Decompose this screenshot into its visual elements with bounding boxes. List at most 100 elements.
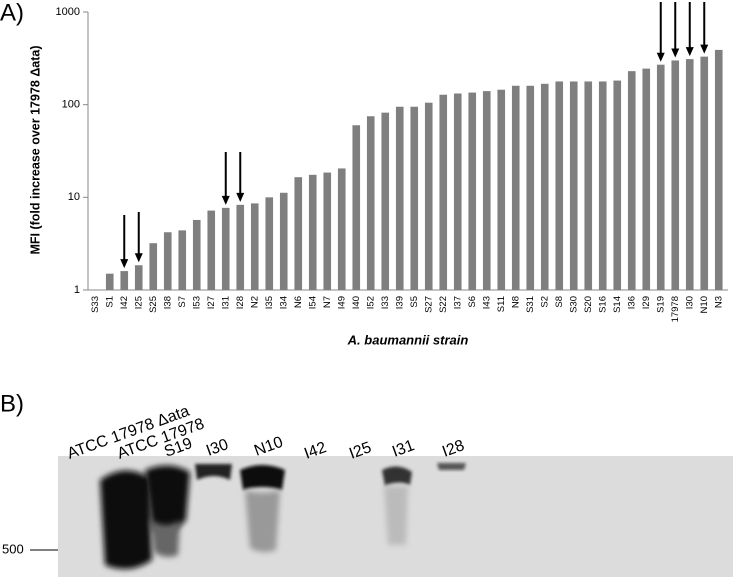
x-tick-label: I27 <box>206 296 217 309</box>
bar <box>250 203 259 290</box>
bar <box>540 83 549 290</box>
x-tick-label: S11 <box>496 296 507 312</box>
x-tick-label: I31 <box>220 296 231 309</box>
bar <box>526 85 535 290</box>
lane-label: I25 <box>347 439 374 463</box>
bar <box>192 219 201 290</box>
x-tick-label: N2 <box>249 296 260 308</box>
bar <box>221 207 230 290</box>
bar <box>294 177 303 290</box>
bar <box>207 210 216 290</box>
x-tick-label: I49 <box>336 296 347 309</box>
x-axis-label: A. baumannii strain <box>347 332 469 347</box>
x-tick-label: S6 <box>467 296 478 308</box>
bar <box>323 172 332 290</box>
panel-label: A) <box>0 0 24 26</box>
x-tick-label: N7 <box>322 296 333 308</box>
x-tick-label: I37 <box>452 296 463 309</box>
bar <box>366 116 375 290</box>
y-axis-label: MFI (fold increase over 17978 Δata) <box>28 45 42 254</box>
bar <box>700 56 709 290</box>
x-tick-label: I28 <box>235 296 246 309</box>
bar <box>468 92 477 290</box>
x-tick-label: N3 <box>713 296 724 308</box>
x-tick-label: I40 <box>351 296 362 309</box>
bar <box>178 230 187 290</box>
x-tick-label: S27 <box>423 296 434 313</box>
x-tick-label: S8 <box>554 296 565 308</box>
x-tick-label: S19 <box>655 296 666 313</box>
bar <box>424 102 433 290</box>
x-tick-label: N6 <box>293 296 304 308</box>
bar <box>627 71 636 291</box>
lane-label: I42 <box>302 439 329 463</box>
band <box>384 486 408 545</box>
x-tick-label: S25 <box>148 296 159 313</box>
band <box>382 466 412 486</box>
x-tick-label: N8 <box>510 296 521 308</box>
x-tick-label: I33 <box>380 296 391 309</box>
y-tick-label: 1000 <box>56 6 80 18</box>
band <box>437 463 466 470</box>
bar <box>134 265 143 290</box>
band <box>145 465 190 533</box>
bar <box>395 106 404 290</box>
bar <box>381 112 390 290</box>
arrow-head <box>134 253 143 263</box>
x-tick-label: I36 <box>626 296 637 309</box>
y-tick-label: 1 <box>74 284 80 296</box>
bar <box>236 204 245 290</box>
bar <box>265 197 274 290</box>
bar <box>613 80 622 291</box>
bar <box>410 106 419 290</box>
bar <box>656 64 665 290</box>
bar <box>497 89 506 291</box>
x-tick-label: S20 <box>583 296 594 313</box>
lane-label: I28 <box>440 437 467 461</box>
y-tick-label: 100 <box>62 99 80 111</box>
lane-label: I30 <box>204 436 231 460</box>
x-tick-label: S14 <box>612 296 623 313</box>
bar <box>453 93 462 290</box>
band <box>100 470 152 569</box>
band <box>240 465 285 490</box>
x-tick-label: I30 <box>684 296 695 309</box>
y-tick-label: 10 <box>68 191 80 203</box>
band <box>245 490 280 553</box>
arrow-head <box>700 44 709 54</box>
bar <box>685 59 694 290</box>
bar <box>569 81 578 290</box>
arrow-head <box>120 259 129 269</box>
x-tick-label: I34 <box>278 296 289 309</box>
band <box>195 464 232 480</box>
bar <box>714 49 723 290</box>
lane-label: I31 <box>390 437 417 461</box>
bar <box>511 85 520 290</box>
bar <box>555 81 564 290</box>
arrow-head <box>656 52 665 62</box>
x-tick-label: I54 <box>307 296 318 309</box>
bar <box>584 81 593 290</box>
x-tick-label: I42 <box>119 296 130 309</box>
bar <box>642 68 651 290</box>
x-tick-label: S31 <box>525 296 536 313</box>
bar <box>308 174 317 290</box>
x-tick-label: S16 <box>597 296 608 313</box>
bar <box>337 168 346 290</box>
bar <box>352 125 361 291</box>
bar <box>671 60 680 290</box>
panel-label: B) <box>0 390 24 417</box>
x-tick-label: N10 <box>699 296 710 313</box>
arrow-head <box>236 192 245 202</box>
bar <box>598 81 607 290</box>
x-tick-label: 17978 <box>670 296 681 322</box>
x-tick-label: I43 <box>481 296 492 309</box>
bar <box>149 243 158 290</box>
marker-label: 500 <box>2 541 24 556</box>
bar <box>482 91 491 291</box>
x-tick-label: S33 <box>90 296 101 313</box>
x-tick-label: S5 <box>409 296 420 308</box>
